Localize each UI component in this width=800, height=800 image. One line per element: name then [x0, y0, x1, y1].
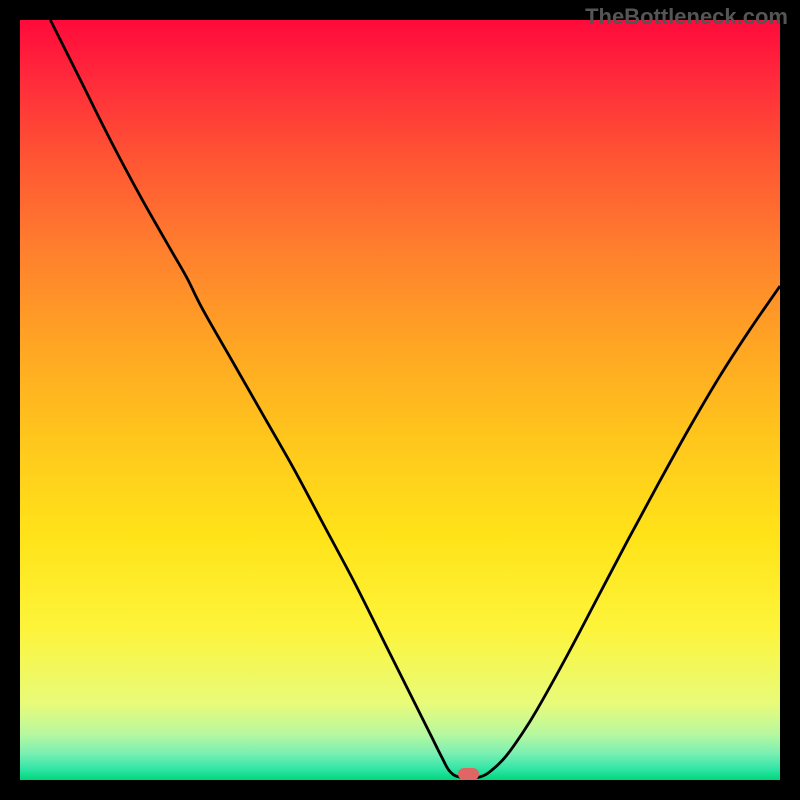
plot-area	[20, 20, 780, 780]
optimum-marker	[458, 768, 479, 780]
watermark-label: TheBottleneck.com	[585, 4, 788, 30]
chart-root: TheBottleneck.com	[0, 0, 800, 800]
heat-gradient-background	[20, 20, 780, 780]
